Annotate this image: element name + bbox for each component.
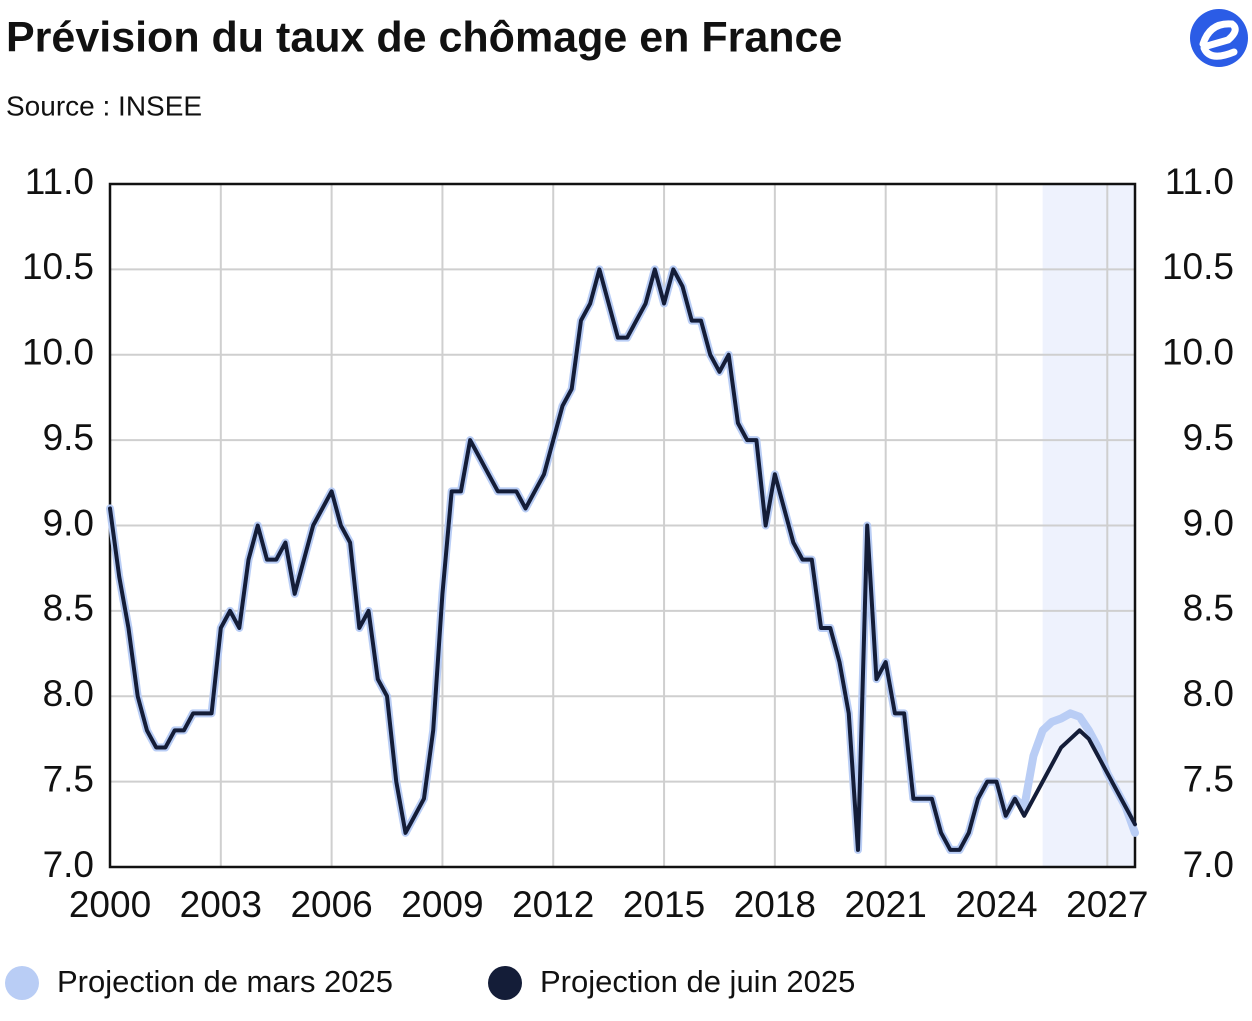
logo-mark — [1199, 20, 1239, 60]
y-tick-label: 9.0 — [43, 502, 94, 543]
y2-tick-label: 10.5 — [1162, 246, 1234, 287]
chart-title: Prévision du taux de chômage en France — [6, 13, 842, 61]
plot: 7.0 7.5 8.0 8.5 9.0 9.5 10.0 10.5 11.0 7.0 7.5 8.0 8… — [22, 161, 1234, 925]
legend-marker — [5, 966, 39, 1000]
legend-marker — [488, 966, 522, 1000]
y-tick-label: 7.0 — [43, 844, 94, 885]
logo — [1190, 9, 1248, 67]
y2-tick-label: 9.0 — [1183, 502, 1234, 543]
x-tick-label: 2006 — [290, 884, 372, 925]
y-tick-label: 8.5 — [43, 588, 94, 629]
x-tick-label: 2000 — [69, 884, 151, 925]
x-tick-label: 2018 — [734, 884, 816, 925]
y-tick-label: 11.0 — [25, 161, 94, 202]
x-tick-label: 2021 — [845, 884, 927, 925]
y-tick-label: 10.0 — [22, 332, 94, 373]
y2-tick-label: 8.5 — [1183, 588, 1234, 629]
series-line — [108, 267, 1137, 852]
x-tick-label: 2003 — [180, 884, 262, 925]
y-tick-label: 8.0 — [43, 673, 94, 714]
series-line — [106, 265, 1139, 854]
legend-label: Projection de mars 2025 — [57, 964, 393, 999]
x-tick-label: 2027 — [1066, 884, 1148, 925]
y2-tick-label: 10.0 — [1162, 332, 1234, 373]
chart-subtitle: Source : INSEE — [6, 90, 202, 121]
y2-tick-label: 7.0 — [1183, 844, 1234, 885]
y-tick-label: 10.5 — [22, 246, 94, 287]
y2-tick-label: 8.0 — [1183, 673, 1234, 714]
x-tick-label: 2015 — [623, 884, 705, 925]
legend-label: Projection de juin 2025 — [540, 964, 855, 999]
x-tick-label: 2024 — [955, 884, 1037, 925]
y2-tick-label: 9.5 — [1183, 417, 1234, 458]
y-tick-label: 7.5 — [43, 758, 94, 799]
x-tick-label: 2009 — [401, 884, 483, 925]
y2-tick-label: 7.5 — [1183, 758, 1234, 799]
y2-tick-label: 11.0 — [1165, 161, 1234, 202]
x-tick-label: 2012 — [512, 884, 594, 925]
y-tick-label: 9.5 — [43, 417, 94, 458]
